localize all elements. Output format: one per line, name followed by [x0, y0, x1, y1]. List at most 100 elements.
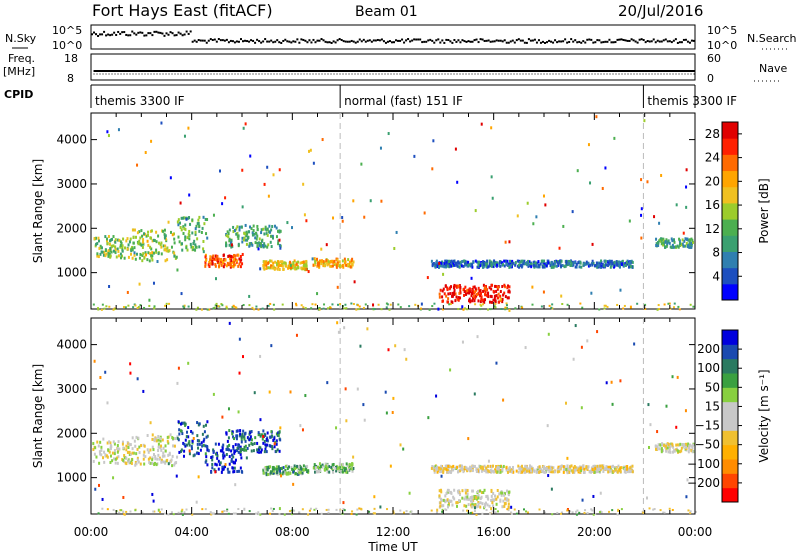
noise-point — [451, 41, 454, 44]
echo-cell — [321, 259, 324, 263]
echo-cell — [672, 450, 675, 454]
echo-cell — [248, 230, 251, 234]
echo-cell — [160, 245, 163, 249]
echo-cell — [164, 304, 167, 307]
echo-cell — [622, 307, 625, 310]
echo-cell — [681, 238, 684, 242]
echo-cell — [491, 196, 494, 200]
echo-cell — [664, 245, 667, 249]
echo-cell — [517, 470, 520, 474]
x-tick-label: 00:00 — [678, 525, 713, 539]
echo-cell — [547, 332, 550, 336]
echo-cell — [202, 443, 205, 447]
echo-cell — [467, 263, 470, 267]
echo-cell — [646, 496, 649, 500]
echo-cell — [348, 260, 351, 264]
echo-cell — [694, 510, 697, 513]
noise-point — [306, 41, 309, 44]
echo-cell — [258, 237, 261, 241]
echo-cell — [438, 494, 441, 498]
echo-cell — [183, 227, 186, 231]
echo-cell — [673, 245, 676, 249]
echo-cell — [266, 439, 269, 443]
echo-cell — [500, 308, 503, 311]
echo-cell — [123, 513, 126, 516]
echo-cell — [275, 235, 278, 239]
echo-cell — [358, 507, 361, 510]
echo-cell — [341, 216, 344, 220]
echo-cell — [256, 441, 259, 445]
echo-cell — [662, 243, 665, 247]
echo-cell — [492, 464, 495, 468]
echo-cell — [619, 467, 622, 471]
echo-cell — [271, 447, 274, 451]
echo-cell — [323, 264, 326, 268]
y-tick-label: 1000 — [56, 471, 87, 485]
echo-cell — [263, 182, 266, 186]
echo-cell — [327, 508, 330, 511]
echo-cell — [212, 392, 215, 396]
echo-cell — [226, 467, 229, 471]
echo-cell — [587, 264, 590, 268]
echo-cell — [187, 126, 190, 130]
echo-cell — [93, 359, 96, 363]
colorbar-frame — [721, 121, 739, 301]
echo-cell — [690, 449, 693, 453]
echo-cell — [184, 227, 187, 231]
echo-cell — [487, 459, 490, 463]
echo-cell — [103, 450, 106, 454]
echo-cell — [497, 300, 500, 304]
echo-cell — [326, 307, 329, 310]
echo-cell — [215, 254, 218, 258]
echo-cell — [490, 465, 493, 469]
echo-cell — [345, 307, 348, 310]
noise-point — [447, 38, 450, 41]
echo-cell — [136, 447, 139, 451]
echo-cell — [527, 469, 530, 473]
echo-cell — [238, 257, 241, 261]
echo-cell — [168, 451, 171, 455]
echo-cell — [124, 461, 127, 465]
echo-cell — [206, 463, 209, 467]
echo-cell — [277, 433, 280, 437]
echo-cell — [128, 240, 131, 244]
echo-cell — [592, 464, 595, 468]
echo-cell — [244, 232, 247, 236]
echo-cell — [499, 290, 502, 294]
echo-cell — [263, 432, 266, 436]
noise-point — [507, 41, 510, 44]
echo-cell — [125, 444, 128, 448]
echo-cell — [117, 455, 120, 459]
echo-cell — [345, 470, 348, 474]
echo-cell — [464, 259, 467, 263]
echo-cell — [227, 254, 230, 258]
echo-cell — [492, 504, 495, 508]
noise-point — [513, 41, 516, 44]
echo-cell — [284, 468, 287, 472]
echo-cell — [133, 253, 136, 257]
noise-point — [413, 38, 416, 41]
echo-cell — [259, 418, 262, 422]
echo-cell — [669, 245, 672, 249]
echo-cell — [318, 261, 321, 265]
echo-cell — [217, 260, 220, 264]
echo-cell — [164, 449, 167, 453]
echo-cell — [210, 470, 213, 474]
echo-cell — [521, 470, 524, 474]
echo-cell — [602, 469, 605, 473]
noise-point — [316, 39, 319, 42]
echo-cell — [114, 247, 117, 251]
echo-cell — [286, 221, 289, 225]
echo-cell — [544, 470, 547, 474]
noise-point — [139, 31, 142, 34]
noise-point — [147, 32, 150, 35]
echo-cell — [235, 437, 238, 441]
echo-cell — [117, 249, 120, 253]
echo-cell — [492, 491, 495, 495]
echo-cell — [256, 228, 259, 232]
echo-cell — [228, 239, 231, 243]
echo-cell — [243, 447, 246, 451]
noise-point — [539, 41, 542, 44]
echo-cell — [616, 303, 619, 306]
echo-cell — [126, 247, 129, 251]
